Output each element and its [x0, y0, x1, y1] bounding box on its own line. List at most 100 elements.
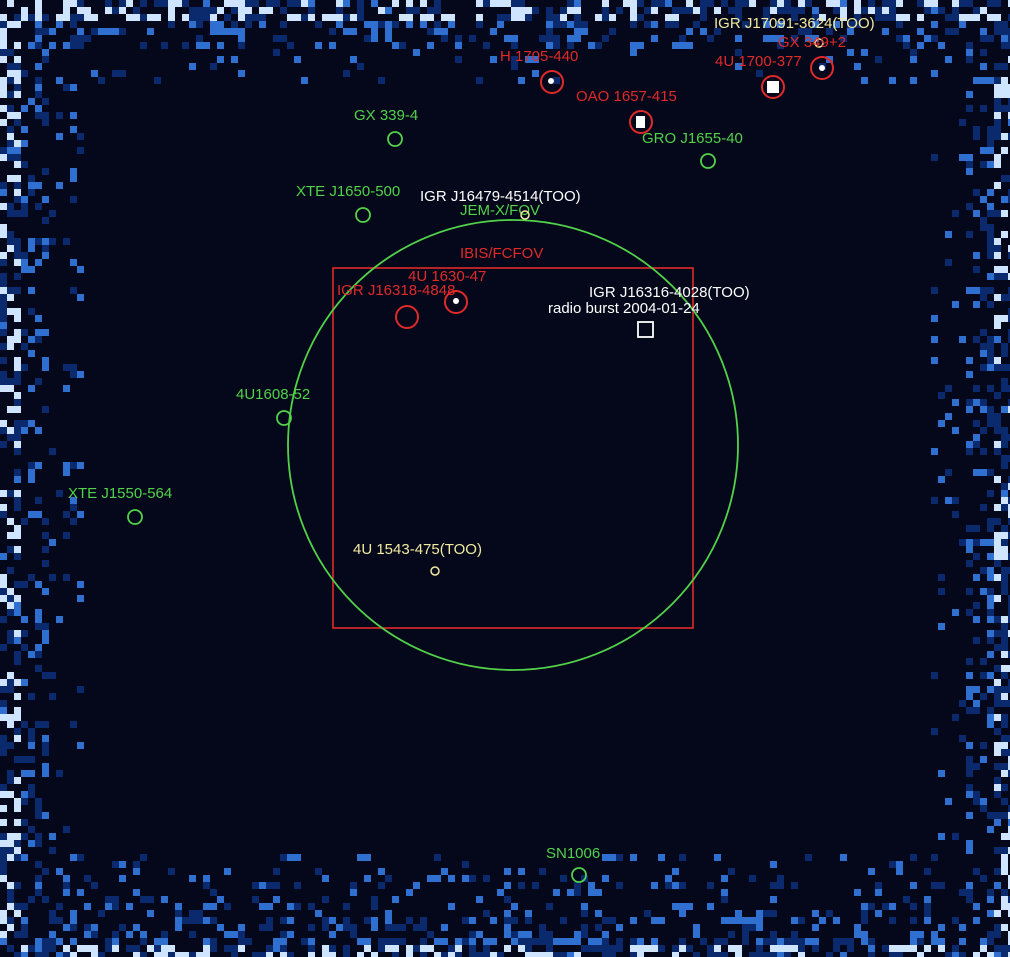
noise-pixel [1008, 511, 1010, 518]
noise-pixel [721, 875, 728, 882]
noise-pixel [413, 882, 420, 889]
noise-pixel [406, 917, 413, 924]
noise-pixel [826, 0, 833, 7]
noise-pixel [994, 518, 1001, 525]
noise-pixel [966, 812, 973, 819]
noise-pixel [63, 0, 70, 7]
noise-pixel [273, 0, 280, 7]
noise-pixel [644, 21, 651, 28]
noise-pixel [966, 91, 973, 98]
noise-pixel [490, 28, 497, 35]
noise-pixel [0, 595, 7, 602]
noise-pixel [875, 14, 882, 21]
noise-pixel [63, 889, 70, 896]
noise-pixel [371, 903, 378, 910]
noise-pixel [1001, 924, 1008, 931]
noise-pixel [266, 945, 273, 952]
noise-pixel [238, 28, 245, 35]
noise-pixel [798, 28, 805, 35]
noise-pixel [952, 28, 959, 35]
noise-pixel [959, 539, 966, 546]
noise-pixel [35, 616, 42, 623]
noise-pixel [483, 952, 490, 957]
noise-pixel [91, 14, 98, 21]
noise-pixel [917, 42, 924, 49]
noise-pixel [7, 721, 14, 728]
noise-pixel [28, 308, 35, 315]
noise-pixel [14, 833, 21, 840]
noise-pixel [630, 42, 637, 49]
noise-pixel [140, 0, 147, 7]
noise-pixel [175, 903, 182, 910]
noise-pixel [63, 574, 70, 581]
noise-pixel [203, 945, 210, 952]
noise-pixel [994, 392, 1001, 399]
noise-pixel [966, 105, 973, 112]
noise-pixel [868, 7, 875, 14]
noise-pixel [973, 7, 980, 14]
noise-pixel [91, 931, 98, 938]
noise-pixel [42, 868, 49, 875]
noise-pixel [903, 42, 910, 49]
noise-pixel [588, 889, 595, 896]
noise-pixel [210, 7, 217, 14]
noise-pixel [434, 938, 441, 945]
noise-pixel [1001, 847, 1008, 854]
noise-pixel [14, 161, 21, 168]
noise-pixel [203, 14, 210, 21]
noise-pixel [105, 28, 112, 35]
noise-pixel [861, 903, 868, 910]
noise-pixel [119, 28, 126, 35]
noise-pixel [329, 952, 336, 957]
noise-pixel [42, 196, 49, 203]
noise-pixel [63, 826, 70, 833]
noise-pixel [42, 119, 49, 126]
noise-pixel [168, 952, 175, 957]
noise-pixel [903, 945, 910, 952]
noise-pixel [392, 924, 399, 931]
noise-pixel [672, 952, 679, 957]
noise-pixel [14, 728, 21, 735]
noise-pixel [21, 756, 28, 763]
noise-pixel [980, 147, 987, 154]
noise-pixel [511, 63, 518, 70]
noise-pixel [966, 357, 973, 364]
noise-pixel [385, 917, 392, 924]
noise-pixel [938, 420, 945, 427]
noise-pixel [1001, 567, 1008, 574]
noise-pixel [245, 938, 252, 945]
noise-pixel [70, 175, 77, 182]
noise-pixel [357, 0, 364, 7]
noise-pixel [203, 882, 210, 889]
noise-pixel [238, 42, 245, 49]
noise-pixel [966, 287, 973, 294]
noise-pixel [14, 490, 21, 497]
noise-pixel [721, 0, 728, 7]
noise-pixel [994, 742, 1001, 749]
noise-pixel [1001, 406, 1008, 413]
noise-pixel [1008, 434, 1010, 441]
noise-pixel [42, 735, 49, 742]
noise-pixel [630, 14, 637, 21]
noise-pixel [994, 931, 1001, 938]
noise-pixel [679, 42, 686, 49]
noise-pixel [224, 28, 231, 35]
noise-pixel [49, 910, 56, 917]
noise-pixel [973, 420, 980, 427]
noise-pixel [924, 903, 931, 910]
radio-burst-label: radio burst 2004-01-24 [548, 300, 700, 317]
gx-339-4-label: GX 339-4 [354, 107, 418, 124]
noise-pixel [980, 217, 987, 224]
noise-pixel [1001, 350, 1008, 357]
noise-pixel [14, 140, 21, 147]
noise-pixel [14, 777, 21, 784]
noise-pixel [763, 938, 770, 945]
noise-pixel [581, 924, 588, 931]
noise-pixel [70, 371, 77, 378]
noise-pixel [469, 945, 476, 952]
noise-pixel [721, 896, 728, 903]
noise-pixel [315, 868, 322, 875]
noise-pixel [147, 896, 154, 903]
noise-pixel [280, 931, 287, 938]
noise-pixel [973, 14, 980, 21]
